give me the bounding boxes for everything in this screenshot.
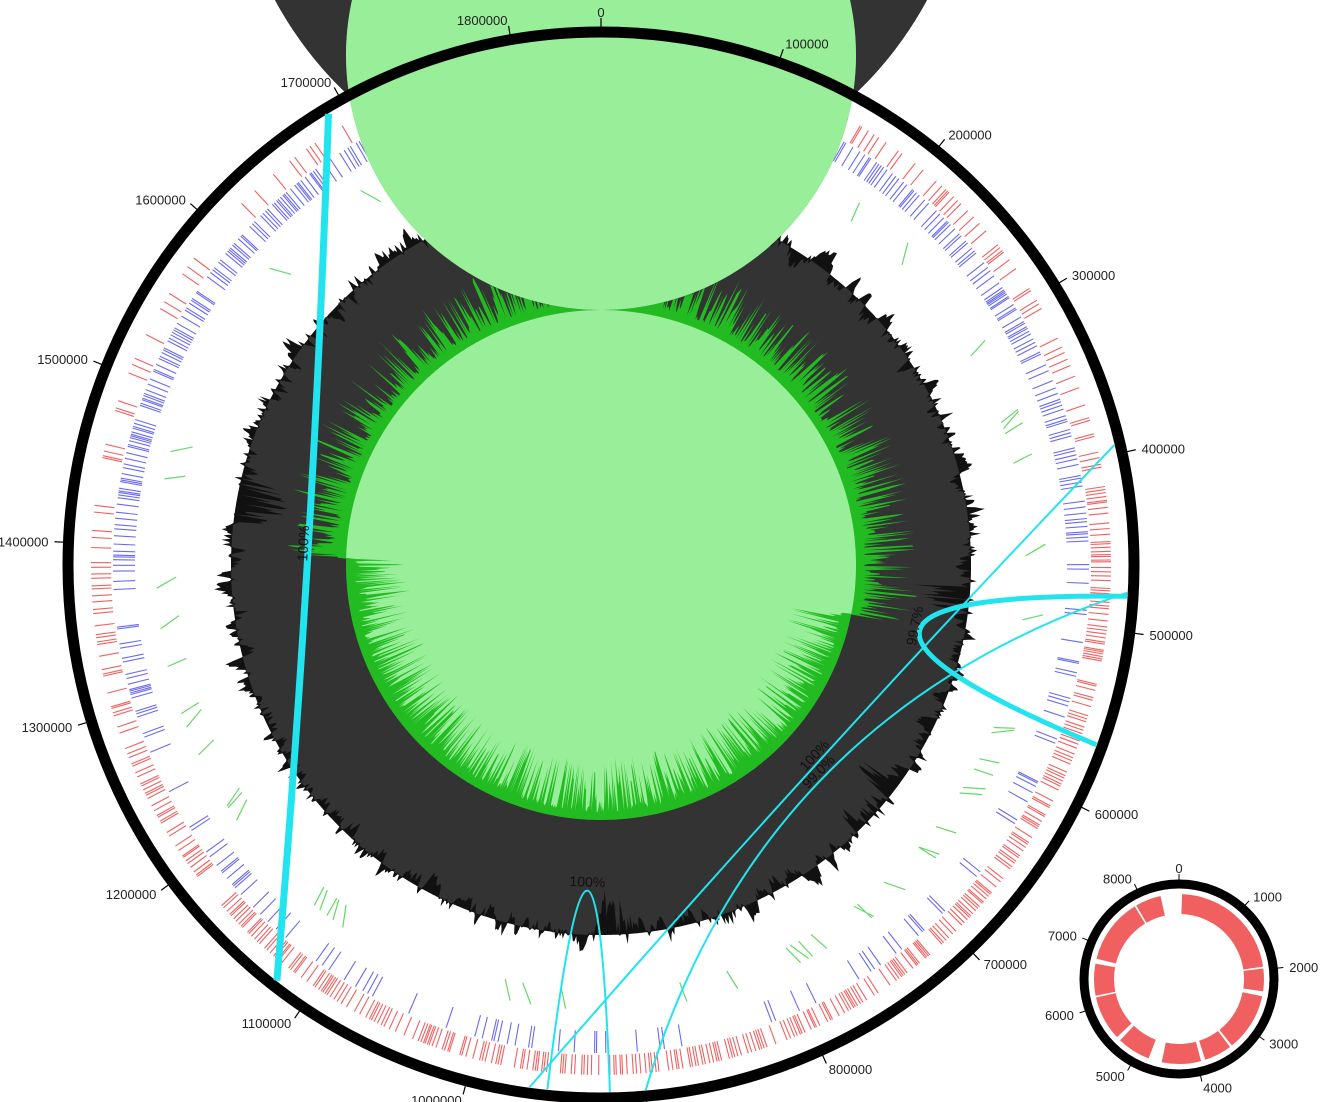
plasmid-tick-label: 7000 <box>1048 929 1077 944</box>
synteny-links: 100%100%99.0%99.7%100% <box>273 113 1128 1092</box>
synteny-link <box>644 591 1128 1091</box>
plasmid-tick-mark <box>1200 1075 1203 1082</box>
link-identity-label: 99.7% <box>903 605 927 647</box>
tick-label: 1500000 <box>37 352 88 367</box>
chromosome-backbone <box>62 26 1140 1102</box>
link-identity-label: 100% <box>294 525 312 562</box>
plasmid-tick-mark <box>1082 937 1089 941</box>
tick-mark <box>822 1054 827 1064</box>
tick-mark <box>779 49 784 58</box>
plasmid-tick-mark <box>1244 900 1250 906</box>
tick-label: 1600000 <box>135 193 186 208</box>
plasmid-tick-label: 8000 <box>1103 872 1132 887</box>
plasmid-gene <box>1199 1031 1230 1060</box>
tick-label: 1200000 <box>106 887 157 902</box>
plasmid-tick-mark <box>1079 1010 1086 1014</box>
tick-mark <box>333 87 340 96</box>
tick-label: 600000 <box>1095 807 1138 822</box>
plasmid-tick-mark <box>1133 883 1138 890</box>
tick-mark <box>1081 806 1090 812</box>
plasmid-gene <box>1096 993 1132 1038</box>
tick-labels: 0 100000 200000 300000 400000 500000 600000 700… <box>0 5 1193 1102</box>
plasmid-gene <box>1120 1025 1156 1059</box>
plasmid-gene <box>1096 906 1146 964</box>
tick-label: 100000 <box>785 37 828 52</box>
plasmid-gene <box>1093 963 1116 996</box>
gc-skew-track <box>287 0 918 820</box>
tick-label: 1800000 <box>457 13 508 28</box>
tick-label: 1000000 <box>411 1093 462 1102</box>
tick-label: 1700000 <box>281 75 332 90</box>
tick-mark <box>972 952 980 961</box>
backbone-ring <box>62 26 1140 1102</box>
tick-mark <box>938 139 946 147</box>
plasmid-tick-mark <box>1127 1065 1131 1071</box>
synteny-link <box>916 593 1128 748</box>
tick-label: 300000 <box>1072 268 1115 283</box>
plasmid-gene <box>1161 1041 1202 1064</box>
plasmid-gene <box>1219 992 1263 1046</box>
tick-label: 700000 <box>984 957 1027 972</box>
plasmid-gene <box>1136 896 1165 923</box>
synteny-link <box>528 444 1115 1088</box>
plasmid-tick-label: 0 <box>1175 861 1182 876</box>
tick-mark <box>507 25 511 35</box>
tick-label: 1100000 <box>242 1016 292 1031</box>
plasmid-backbone <box>1079 879 1279 1079</box>
tick-mark <box>77 721 87 726</box>
plasmid-tick-label: 6000 <box>1045 1008 1074 1023</box>
link-identity-label: 100% <box>569 873 605 890</box>
tick-mark <box>93 360 103 365</box>
plasmid-gene <box>1181 894 1264 970</box>
tick-label: 800000 <box>829 1062 872 1077</box>
tick-mark <box>1134 632 1144 636</box>
plasmid-map: 0 1000 2000 3000 4000 5000 6000 7000 8000 <box>1045 861 1318 1095</box>
plasmid-gene <box>1243 968 1264 992</box>
plasmid-tick-label: 3000 <box>1269 1037 1298 1052</box>
tick-label: 1300000 <box>22 720 73 735</box>
tick-mark <box>1058 277 1068 284</box>
tick-label: 0 <box>597 5 604 20</box>
plasmid-tick-label: 5000 <box>1096 1069 1125 1084</box>
plasmid-tick-label: 4000 <box>1203 1080 1232 1095</box>
tick-label: 500000 <box>1150 628 1193 643</box>
plasmid-tick-mark <box>1277 967 1284 969</box>
tick-mark <box>189 203 198 211</box>
tick-mark <box>160 884 169 891</box>
synteny-link <box>546 889 611 1092</box>
synteny-link <box>273 113 332 981</box>
plasmid-tick-mark <box>1259 1036 1265 1041</box>
tick-mark <box>462 1085 467 1095</box>
tick-label: 1400000 <box>0 535 49 550</box>
gc-skew-negative <box>346 0 856 812</box>
tick-mark <box>1126 449 1136 453</box>
tick-label: 200000 <box>948 128 991 143</box>
plasmid-tick-label: 2000 <box>1289 960 1318 975</box>
tick-mark <box>294 1010 301 1019</box>
plasmid-tick-label: 1000 <box>1253 889 1282 904</box>
tick-label: 400000 <box>1142 442 1185 457</box>
